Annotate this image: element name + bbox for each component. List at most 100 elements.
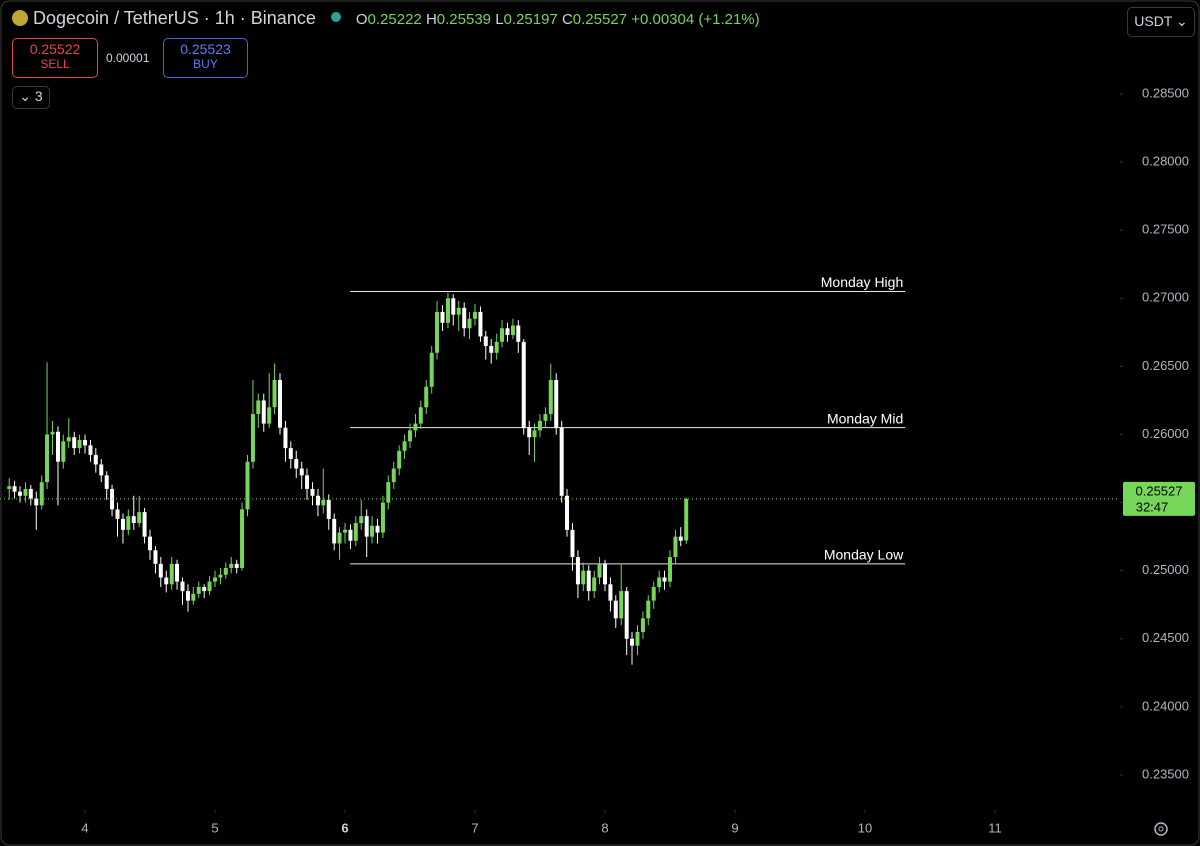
candle-body <box>543 414 548 421</box>
symbol-title: Dogecoin / TetherUS · 1h · Binance <box>33 8 316 28</box>
candle-body <box>635 631 640 646</box>
buy-button[interactable]: 0.25523 BUY <box>163 38 248 78</box>
candle-body <box>180 581 185 592</box>
candle-body <box>342 529 347 533</box>
candle-body <box>256 400 261 415</box>
x-tick-label: 7 <box>471 820 478 835</box>
candle-body <box>142 512 147 537</box>
candle-body <box>223 567 228 575</box>
candle-body <box>391 468 396 483</box>
candle-body <box>440 311 445 323</box>
buy-price: 0.25523 <box>180 41 231 57</box>
candle-body <box>397 450 402 469</box>
candle-body <box>570 529 575 558</box>
candle-body <box>261 400 266 424</box>
candle-body <box>684 498 689 541</box>
candle-body <box>88 445 93 455</box>
candle-body <box>429 352 434 387</box>
indicators-toggle[interactable]: ⌄ 3 <box>12 86 50 109</box>
candle-body <box>207 581 212 592</box>
symbol-header: Dogecoin / TetherUS · 1h · Binance O0.25… <box>12 8 760 29</box>
candle-body <box>375 525 380 533</box>
candle-body <box>456 307 461 315</box>
candle-body <box>104 475 109 489</box>
settings-icon[interactable] <box>1154 822 1168 836</box>
candle-body <box>66 437 71 442</box>
ohlc-value: 0.25527 <box>572 11 628 28</box>
candle-body <box>272 380 277 408</box>
candle-body <box>500 328 505 342</box>
candle-body <box>148 536 153 551</box>
candle-body <box>23 488 28 496</box>
candle-body <box>137 512 142 524</box>
candle-body <box>218 574 223 578</box>
candle-body <box>250 414 255 462</box>
candle-body <box>245 461 250 510</box>
candle-body <box>537 420 542 431</box>
level-label: Monday Low <box>824 547 904 563</box>
candle-body <box>402 441 407 451</box>
x-tick-label: 10 <box>858 820 872 835</box>
candle-body <box>158 563 163 578</box>
candle-body <box>115 509 120 519</box>
candle-body <box>185 591 190 601</box>
candle-body <box>83 439 88 446</box>
ohlc-letter: C <box>561 11 573 28</box>
candle-body <box>435 311 440 353</box>
indicators-count: 3 <box>34 88 43 104</box>
candle-body <box>619 591 624 619</box>
candle-body <box>191 593 196 601</box>
candle-body <box>169 563 174 585</box>
candle-body <box>548 380 553 415</box>
candle-body <box>18 491 23 496</box>
price-tag-value: 0.25527 <box>1136 483 1183 498</box>
x-tick-label: 9 <box>731 820 738 835</box>
candle-body <box>267 407 272 424</box>
candle-body <box>559 427 564 496</box>
candle-body <box>229 563 234 568</box>
candle-body <box>521 341 526 428</box>
candle-body <box>386 482 391 503</box>
candle-body <box>337 532 342 544</box>
candle-body <box>483 336 488 346</box>
y-tick-label: 0.28000 <box>1142 154 1189 169</box>
currency-select[interactable]: USDT ⌄ <box>1127 7 1195 37</box>
candle-body <box>575 557 580 585</box>
sell-button[interactable]: 0.25522 SELL <box>12 38 98 78</box>
candle-body <box>348 529 353 541</box>
candle-body <box>370 525 375 537</box>
candle-body <box>613 600 618 619</box>
candle-body <box>299 468 304 476</box>
y-tick-label: 0.25000 <box>1142 562 1189 577</box>
candle-body <box>321 499 326 506</box>
candle-body <box>445 298 450 323</box>
candle-body <box>326 499 331 519</box>
ohlc-letter: L <box>495 11 504 28</box>
ohlc-value: 0.25222 <box>367 11 422 28</box>
sell-label: SELL <box>40 57 70 71</box>
candle-body <box>462 307 467 329</box>
candle-body <box>516 325 521 342</box>
x-tick-label: 4 <box>81 820 88 835</box>
candle-body <box>478 311 483 337</box>
candle-body <box>467 318 472 329</box>
candle-body <box>489 345 494 353</box>
candle-body <box>418 407 423 424</box>
candle-body <box>353 523 358 541</box>
candle-body <box>278 380 282 428</box>
candle-body <box>581 570 586 585</box>
ohlc-letter: H <box>425 11 437 28</box>
y-tick-label: 0.24500 <box>1142 630 1189 645</box>
candle-body <box>565 495 570 530</box>
candle-body <box>592 577 597 592</box>
candle-body <box>657 577 662 588</box>
y-tick-label: 0.26500 <box>1142 358 1189 373</box>
candle-body <box>288 448 293 460</box>
candle-body <box>597 563 602 578</box>
y-tick-label: 0.27000 <box>1142 290 1189 305</box>
candle-body <box>196 587 201 594</box>
candle-body <box>662 577 667 582</box>
candle-body <box>602 563 607 585</box>
